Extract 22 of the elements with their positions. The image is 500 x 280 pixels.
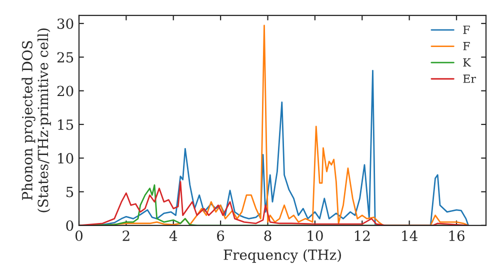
x-tick-label: 2 (122, 230, 130, 241)
legend-label: Er (463, 74, 476, 83)
x-tick-label: 6 (217, 230, 224, 242)
x-tick-label: 12 (354, 230, 370, 241)
x-tick-label: 14 (402, 230, 418, 241)
x-tick-label: 10 (308, 230, 323, 242)
x-tick-label: 16 (449, 230, 464, 242)
y-tick-label: 5 (66, 186, 74, 198)
y-tick-label: 20 (57, 86, 74, 96)
y-tick-label: 30 (58, 18, 74, 29)
x-tick-label: 0 (75, 230, 82, 242)
y-tick-label: 10 (58, 153, 74, 164)
legend-label: F (463, 26, 470, 34)
y-tick-label: 15 (58, 119, 74, 130)
y-axis-title: Phonon projected DOS (States/THz·primitive cell) (22, 28, 51, 212)
legend-label: K (463, 58, 472, 66)
x-tick-label: 4 (169, 230, 178, 241)
y-tick-label: 0 (66, 220, 74, 231)
x-tick-label: 8 (264, 230, 272, 242)
legend-label: F (463, 42, 470, 50)
x-axis-title: Frequency (THz) (224, 249, 341, 263)
y-tick-label: 25 (57, 52, 74, 63)
